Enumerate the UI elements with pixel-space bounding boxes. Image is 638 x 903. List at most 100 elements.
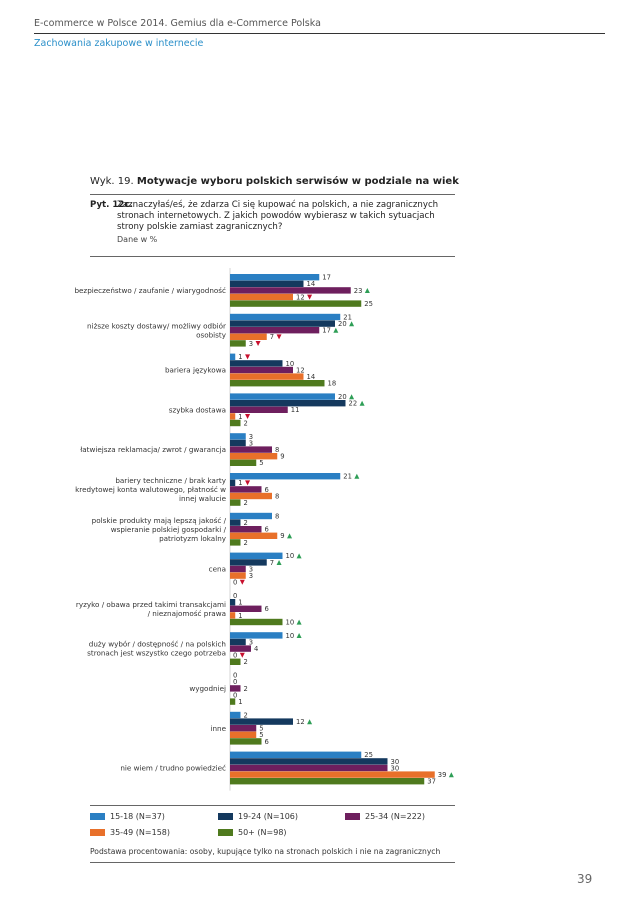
- bar: [230, 565, 246, 573]
- bar: [230, 333, 267, 340]
- category-label: bariera językowa: [165, 366, 226, 375]
- data-label: 1: [238, 353, 242, 361]
- data-label: 3: [249, 572, 253, 580]
- data-label: 30: [391, 764, 400, 772]
- data-label: 2: [244, 419, 248, 427]
- bar: [230, 300, 362, 307]
- page-number: 39: [577, 872, 593, 886]
- category-label: nie wiem / trudno powiedzieć: [120, 764, 226, 773]
- data-label: 22: [349, 400, 358, 408]
- category-label: cena: [209, 565, 226, 574]
- category-label: bariery techniczne / brak karty kredytowe…: [75, 476, 227, 503]
- bar: [230, 612, 236, 619]
- significance-up-icon: [448, 772, 454, 778]
- significance-down-icon: [245, 354, 251, 360]
- bar: [230, 632, 283, 639]
- significance-up-icon: [349, 321, 355, 327]
- significance-up-icon: [354, 473, 360, 479]
- header-divider: [34, 33, 605, 34]
- data-label: 6: [265, 605, 269, 613]
- data-label: 12: [296, 366, 305, 374]
- bar: [230, 711, 241, 719]
- legend-item-15-18: 15-18 (N=37): [90, 812, 165, 821]
- data-label: 3: [249, 340, 253, 348]
- data-label: 8: [275, 446, 279, 454]
- data-label: 23: [354, 287, 363, 295]
- data-label: 10: [286, 618, 295, 626]
- bar: [230, 751, 362, 758]
- bar: [230, 453, 278, 460]
- significance-up-icon: [307, 719, 313, 725]
- bar: [230, 327, 320, 334]
- data-label: 2: [244, 539, 248, 547]
- bar: [230, 599, 236, 606]
- bar: [230, 479, 236, 486]
- bar: [230, 486, 262, 493]
- category-label: ryzyko / obawa przed takimi transakcjami…: [76, 600, 226, 618]
- significance-up-icon: [276, 560, 282, 565]
- data-label: 1: [238, 698, 242, 706]
- bar: [230, 738, 262, 745]
- bar: [230, 340, 246, 347]
- significance-down-icon: [245, 480, 251, 486]
- category-label: niższe koszty dostawy/ możliwy odbiór oso…: [87, 321, 227, 339]
- legend-item-50-plus: 50+ (N=98): [218, 828, 287, 837]
- bar: [230, 771, 435, 778]
- bar: [230, 512, 272, 520]
- data-label: 7: [270, 333, 274, 341]
- data-label: 6: [265, 526, 269, 534]
- data-label: 9: [280, 453, 284, 461]
- category-label: duży wybór / dostępność / na polskich str…: [87, 640, 226, 658]
- data-label: 20: [338, 393, 347, 401]
- category-label: wygodniej: [189, 684, 226, 693]
- bar: [230, 718, 293, 725]
- figure-title: Wyk. 19. Motywacje wyboru polskich serwi…: [90, 176, 459, 187]
- data-label: 0: [233, 652, 237, 660]
- significance-up-icon: [296, 553, 302, 559]
- legend: 15-18 (N=37) 19-24 (N=106) 25-34 (N=222)…: [90, 812, 460, 846]
- data-label: 1: [238, 612, 242, 620]
- data-label: 39: [438, 771, 447, 779]
- bar: [230, 353, 236, 360]
- bar: [230, 618, 283, 626]
- bar: [230, 572, 246, 579]
- bar: [230, 552, 283, 559]
- bar: [230, 439, 246, 447]
- chart-bottom-rule: [90, 805, 455, 806]
- significance-up-icon: [349, 394, 355, 400]
- bar: [230, 293, 293, 301]
- data-label: 0: [233, 678, 237, 686]
- data-label: 3: [249, 638, 253, 646]
- legend-swatch: [90, 813, 105, 820]
- bar: [230, 605, 262, 612]
- data-label: 21: [343, 313, 352, 321]
- data-label: 4: [254, 645, 258, 653]
- title-rule: [90, 194, 455, 195]
- section-title: Zachowania zakupowe w internecie: [34, 38, 204, 49]
- data-label: 11: [291, 406, 300, 414]
- bar: [230, 492, 272, 500]
- data-label: 2: [244, 499, 248, 507]
- significance-down-icon: [239, 652, 245, 658]
- data-label: 0: [233, 592, 237, 600]
- category-label: polskie produkty mają lepszą jakość / wsp…: [92, 516, 227, 543]
- bar: [230, 433, 246, 440]
- data-label: 8: [275, 512, 279, 520]
- significance-down-icon: [255, 341, 261, 346]
- data-label: 12: [296, 718, 305, 726]
- legend-swatch: [218, 813, 233, 820]
- figure-title-text: Motywacje wyboru polskich serwisów w pod…: [136, 176, 459, 187]
- bar: [230, 519, 241, 526]
- data-label: 5: [259, 731, 263, 739]
- footer-rule: [90, 862, 455, 863]
- bar: [230, 419, 241, 427]
- data-label: 1: [238, 413, 242, 421]
- category-label: łatwiejsza reklamacja/ zwrot / gwarancja: [80, 445, 226, 454]
- legend-label: 25-34 (N=222): [365, 812, 425, 821]
- bar: [230, 406, 288, 413]
- bar: [230, 731, 257, 738]
- bar: [230, 274, 320, 281]
- data-label: 14: [307, 373, 316, 381]
- bar: [230, 778, 425, 785]
- significance-up-icon: [296, 633, 302, 638]
